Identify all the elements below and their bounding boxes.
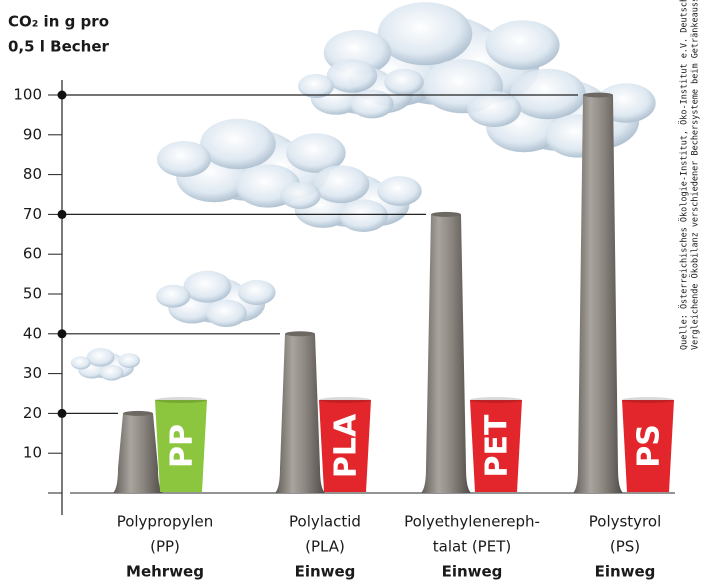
smoke-puff xyxy=(87,348,115,366)
cup-rim xyxy=(319,397,371,403)
chimney-top xyxy=(583,93,613,98)
smoke-puff xyxy=(485,20,559,70)
smoke xyxy=(156,271,276,327)
smoke-puff xyxy=(206,300,247,327)
smoke-puff xyxy=(238,280,276,305)
chimney xyxy=(275,334,325,493)
smoke-puff xyxy=(339,200,388,232)
chimney-top xyxy=(285,331,315,336)
chimney xyxy=(113,413,163,493)
value-dot xyxy=(58,329,67,338)
smoke-puff xyxy=(384,69,424,95)
smoke-puff xyxy=(280,182,321,209)
value-dot xyxy=(58,210,67,219)
cup-label: PLA xyxy=(329,413,364,478)
source: Quelle: Österreichisches Ökologie-Instit… xyxy=(679,0,701,350)
chimney xyxy=(421,214,471,493)
y-tick-label: 90 xyxy=(23,125,42,143)
y-tick-label: 10 xyxy=(23,444,42,462)
smoke-puff xyxy=(350,90,393,119)
x-tick-label: talat (PET) xyxy=(433,538,511,556)
usage-label: Einweg xyxy=(442,563,503,581)
smoke-puff xyxy=(377,176,422,206)
y-tick-label: 80 xyxy=(23,165,42,183)
y-tick-label: 50 xyxy=(23,285,42,303)
smoke-puff xyxy=(183,271,231,303)
x-tick-label: Polypropylen xyxy=(117,513,214,531)
cup-label: PS xyxy=(632,424,667,468)
smoke xyxy=(71,348,140,381)
smoke-puff xyxy=(200,119,276,169)
usage-label: Einweg xyxy=(595,563,656,581)
value-dot xyxy=(58,409,67,418)
x-tick-label: Polylactid xyxy=(289,513,361,531)
usage-label: Einweg xyxy=(295,563,356,581)
value-dot xyxy=(58,91,67,100)
x-tick-label: (PP) xyxy=(150,538,180,556)
smoke-puff xyxy=(156,285,190,308)
smoke-puff xyxy=(327,59,377,93)
cup-rim xyxy=(622,397,674,403)
smoke-puff xyxy=(71,356,91,369)
cup-label: PET xyxy=(480,414,515,477)
smoke-puff xyxy=(378,2,473,65)
smoke-puff xyxy=(118,353,140,368)
chimney-top xyxy=(431,212,461,217)
y-tick-label: 40 xyxy=(23,324,42,342)
y-tick-label: 100 xyxy=(13,86,42,104)
chart: CO₂ in g pro 0,5 l Becher Quelle: Österr… xyxy=(0,0,709,584)
smoke-puff xyxy=(157,141,211,177)
x-tick-label: Polystyrol xyxy=(589,513,662,531)
chart-title: 0,5 l Becher xyxy=(8,38,110,56)
y-tick-label: 30 xyxy=(23,364,42,382)
smoke-puff xyxy=(510,69,586,119)
chimney-top xyxy=(123,411,153,416)
source-line: Vergleichende Ökobilanz verschiedener Be… xyxy=(690,0,701,350)
usage-label: Mehrweg xyxy=(126,563,204,581)
y-tick-label: 70 xyxy=(23,205,42,223)
y-tick-label: 20 xyxy=(23,404,42,422)
x-tick-label: Polyethylenereph- xyxy=(404,513,540,531)
cup-rim xyxy=(155,397,207,403)
smoke-puff xyxy=(100,365,124,381)
x-tick-label: (PS) xyxy=(610,538,640,556)
cup-label: PP xyxy=(165,424,200,468)
x-tick-label: (PLA) xyxy=(305,538,345,556)
source-line: Quelle: Österreichisches Ökologie-Instit… xyxy=(679,0,690,350)
chart-title: CO₂ in g pro xyxy=(8,13,109,31)
smoke-puff xyxy=(467,91,521,127)
cup-rim xyxy=(470,397,522,403)
y-tick-label: 60 xyxy=(23,245,42,263)
smoke-puff xyxy=(313,165,370,203)
